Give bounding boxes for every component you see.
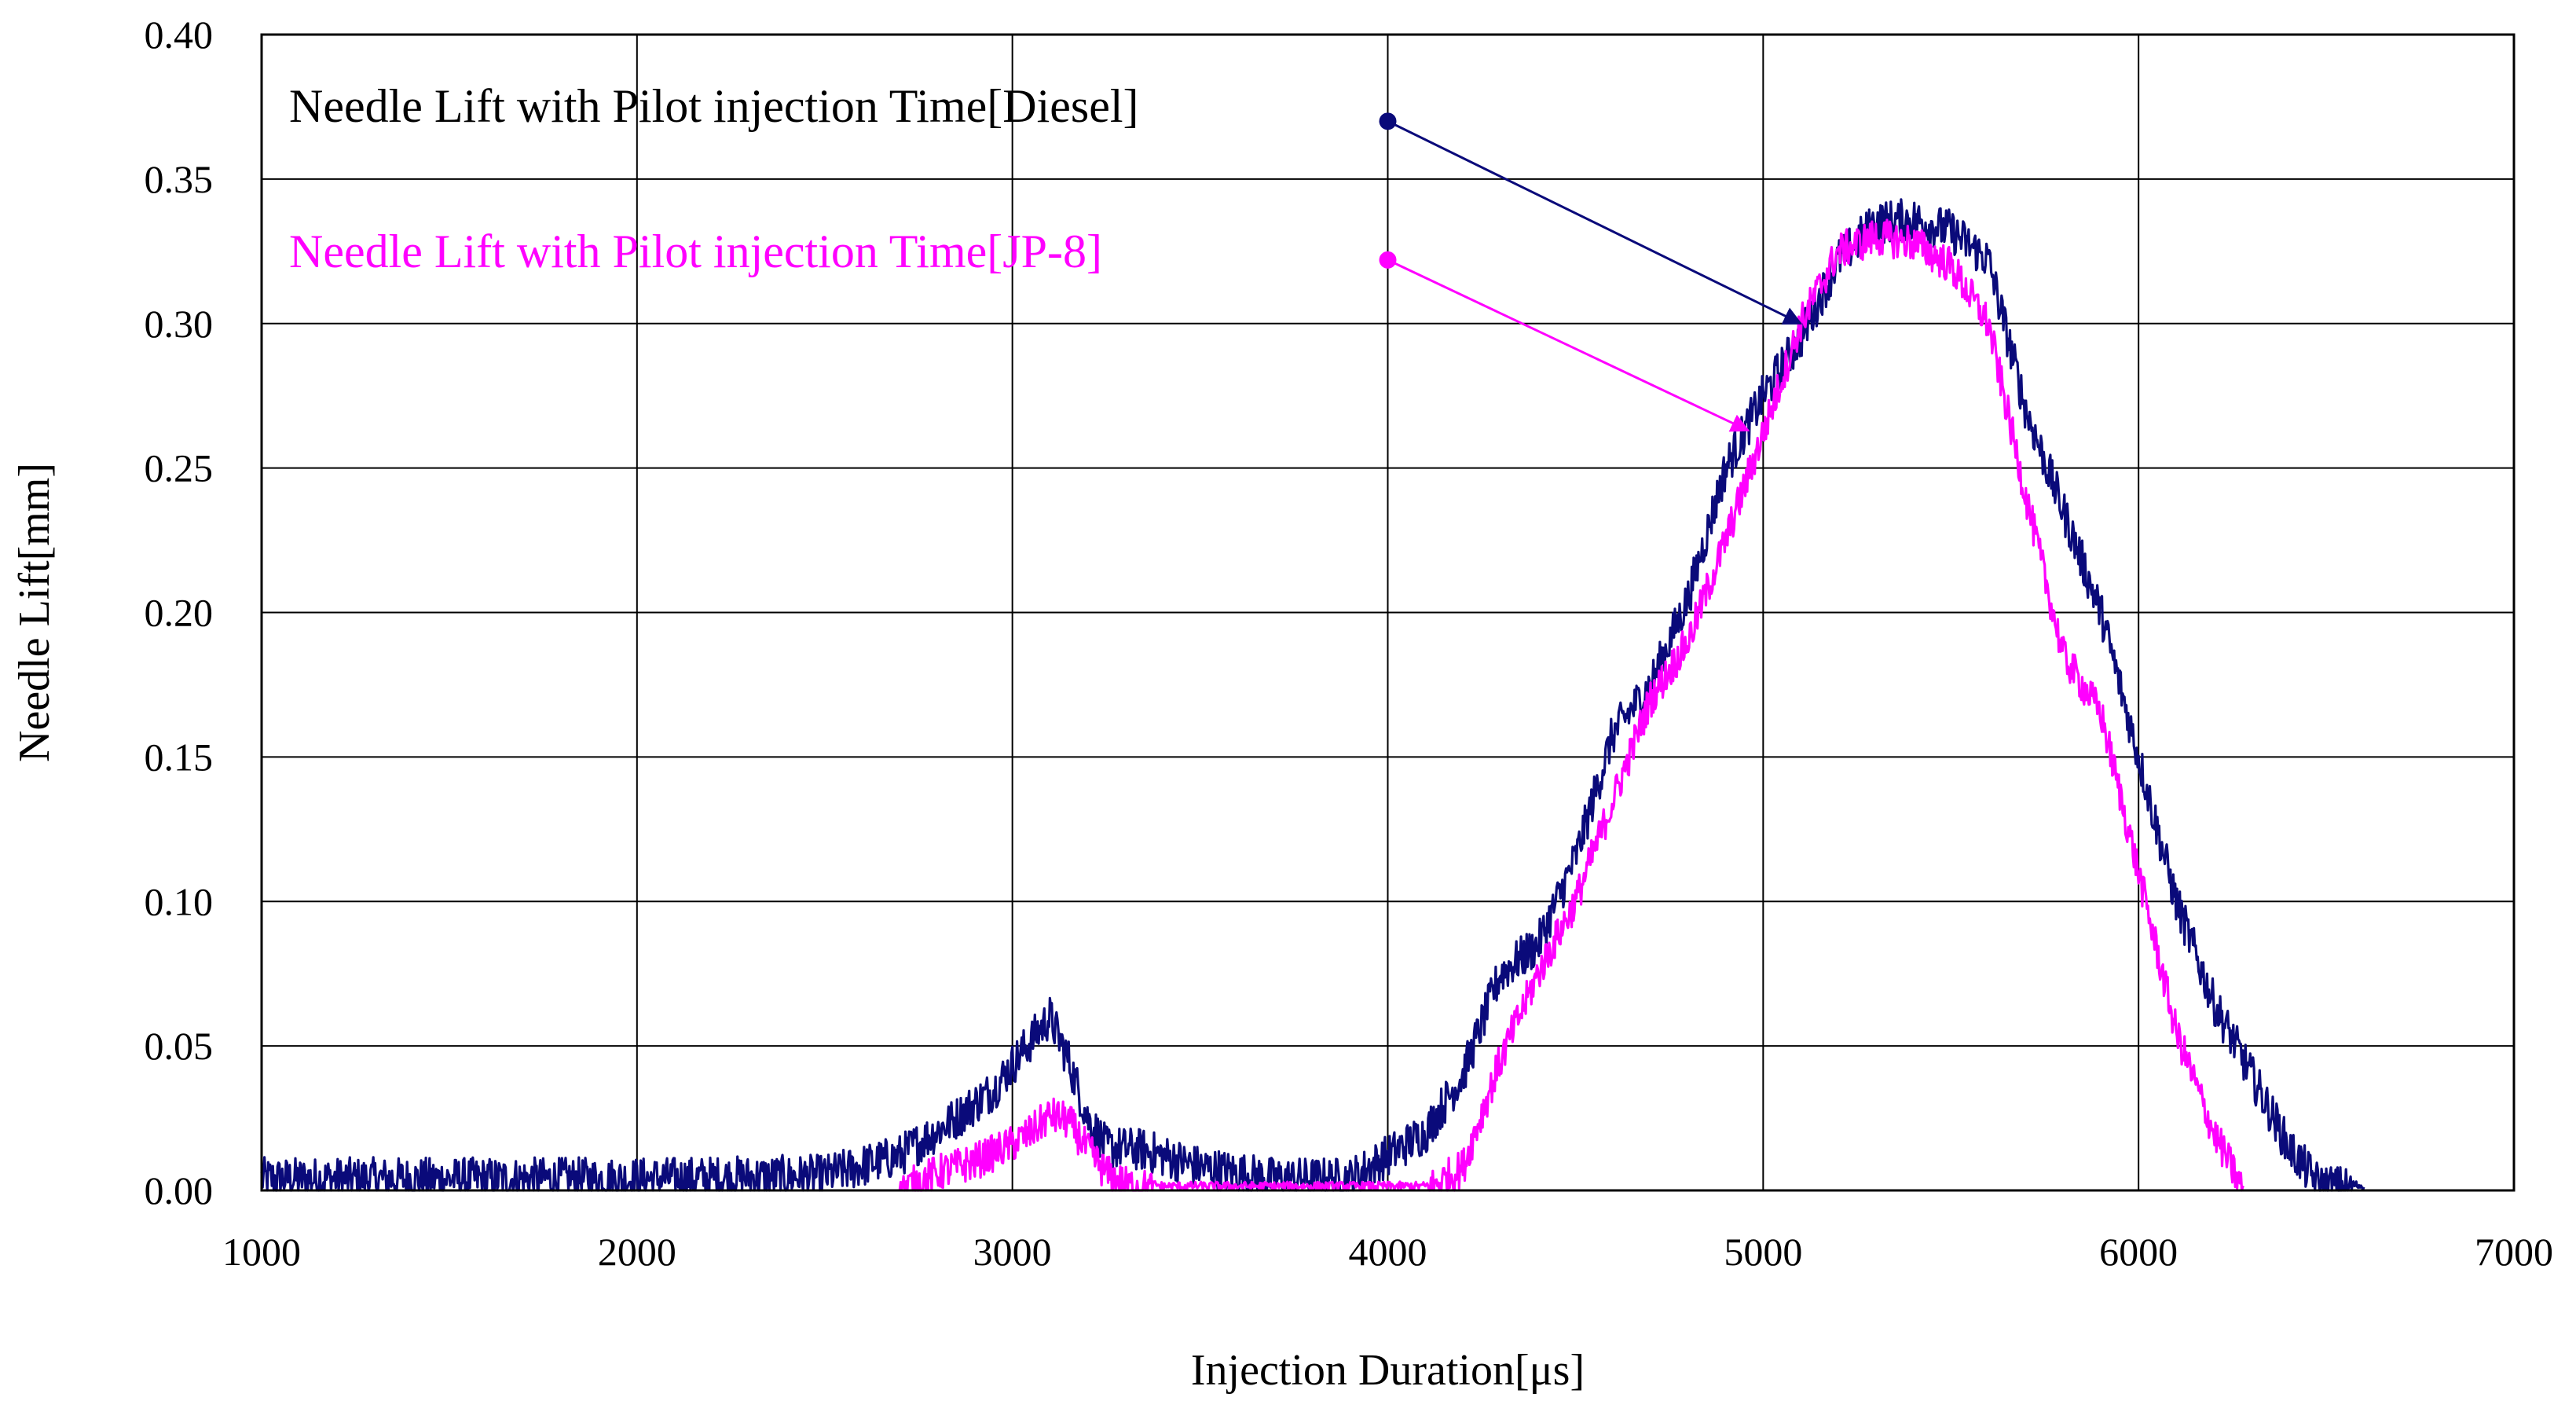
y-axis-title: Needle Lift[mm] [10,463,59,762]
y-tick-label: 0.35 [145,157,214,201]
y-tick-label: 0.30 [145,302,214,346]
y-tick-label: 0.05 [145,1024,214,1068]
x-tick-label: 1000 [222,1230,301,1274]
y-tick-label: 0.25 [145,446,214,490]
y-tick-label: 0.15 [145,735,214,779]
x-tick-label: 3000 [973,1230,1052,1274]
annotation-dot-jp8 [1379,251,1397,269]
x-axis-ticks: 1000 2000 3000 4000 5000 6000 7000 [222,1230,2553,1274]
x-axis-title: Injection Duration[μs] [1191,1346,1585,1395]
y-axis-ticks: 0.00 0.05 0.10 0.15 0.20 0.25 0.30 0.35 0.40 [145,13,214,1212]
legend-label-diesel: Needle Lift with Pilot injection Time[Di… [289,80,1139,132]
legend-label-jp8: Needle Lift with Pilot injection Time[JP… [289,226,1102,277]
grid-lines [262,35,2514,1190]
y-tick-label: 0.10 [145,879,214,923]
plot-area-frame [260,33,2516,1192]
x-tick-label: 7000 [2475,1230,2553,1274]
series-layer [260,198,2365,1192]
annotation-dot-diesel [1379,112,1397,130]
x-tick-label: 4000 [1349,1230,1427,1274]
annotation-arrow-diesel [1387,119,1803,325]
x-tick-label: 2000 [598,1230,676,1274]
annotation-arrow-jp8 [1387,259,1750,432]
y-tick-label: 0.00 [145,1168,214,1212]
y-tick-label: 0.20 [145,591,214,635]
series-line-diesel [260,198,2365,1192]
annotations-layer: Needle Lift with Pilot injection Time[Di… [289,80,1803,432]
x-tick-label: 6000 [2099,1230,2178,1274]
x-tick-label: 5000 [1724,1230,1802,1274]
y-tick-label: 0.40 [145,13,214,57]
series-line-jp8 [898,218,2245,1192]
